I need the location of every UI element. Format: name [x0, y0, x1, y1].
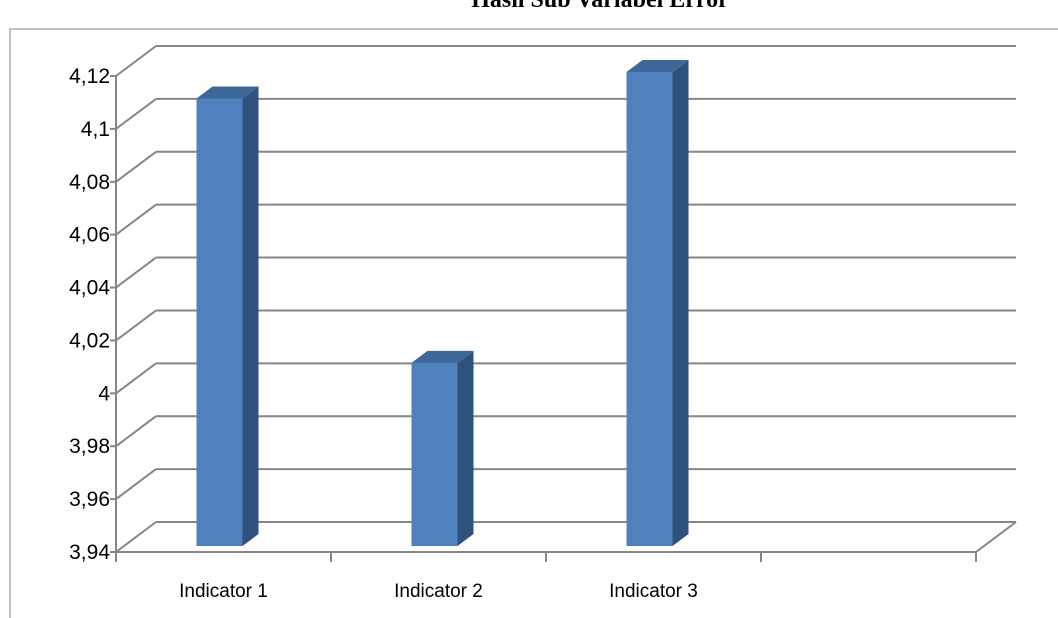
gridline-diagonal	[115, 150, 157, 183]
y-tick-label: 3,94	[69, 541, 110, 564]
y-tick-label: 4,12	[69, 65, 110, 88]
gridline-diagonal	[115, 468, 157, 500]
bar-top	[411, 350, 474, 363]
y-tick-label: 4,08	[69, 171, 110, 194]
bar-top	[626, 60, 689, 72]
chart-title: Hasil Sub Variabel Error	[471, 0, 729, 13]
bar-side	[457, 350, 474, 546]
gridline-diagonal	[115, 98, 157, 130]
gridline-diagonal	[115, 521, 157, 553]
floor-right-edge	[975, 521, 1017, 553]
gridline-diagonal	[115, 45, 157, 77]
x-category-label: Indicator 1	[179, 581, 268, 602]
chart-border	[9, 28, 1058, 618]
x-category-label: Indicator 2	[394, 581, 483, 602]
y-tick-label: 3,96	[69, 488, 110, 511]
bar	[411, 362, 458, 546]
bar-top	[196, 86, 259, 99]
gridline-diagonal	[115, 256, 157, 289]
gridline-diagonal	[115, 309, 157, 342]
y-tick-label: 4,04	[69, 277, 110, 300]
y-tick-label: 4,1	[81, 118, 110, 141]
y-tick-label: 4	[98, 382, 110, 405]
y-tick-label: 4,06	[69, 224, 110, 247]
y-tick-label: 3,98	[69, 435, 110, 458]
gridline-diagonal	[115, 415, 157, 448]
gridline-diagonal	[115, 362, 157, 395]
gridline-diagonal	[115, 203, 157, 236]
bar	[626, 72, 673, 546]
bar-side	[242, 86, 259, 546]
x-category-label: Indicator 3	[609, 581, 698, 602]
bar	[196, 98, 243, 546]
bar-side	[672, 60, 689, 546]
y-tick-label: 4,02	[69, 329, 110, 352]
